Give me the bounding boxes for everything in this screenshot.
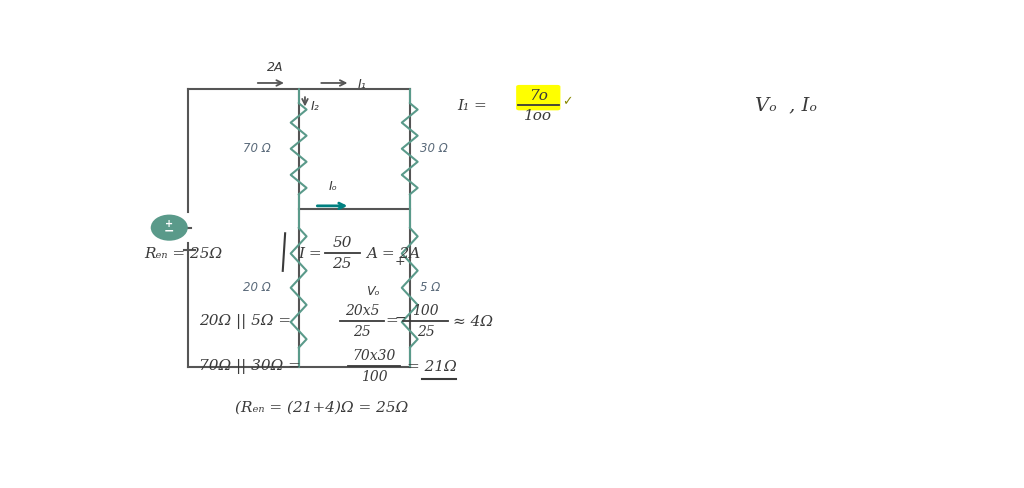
Text: 25: 25 [353,325,371,339]
Text: I₁ =: I₁ = [458,99,487,113]
Ellipse shape [152,216,186,240]
Text: I₁: I₁ [358,79,367,91]
Text: 20x5: 20x5 [345,304,379,318]
Text: 20 Ω: 20 Ω [243,281,270,294]
Text: 30 Ω: 30 Ω [420,142,447,155]
Text: 5 Ω: 5 Ω [420,281,440,294]
Text: +: + [395,255,406,268]
Text: 1oo: 1oo [524,109,552,123]
Text: Iₒ: Iₒ [329,180,337,193]
Text: +: + [165,219,173,229]
Text: I =: I = [299,247,323,261]
Text: 100: 100 [413,304,439,318]
Text: I₂: I₂ [310,100,319,113]
Text: ✓: ✓ [562,95,572,108]
Text: Vₒ  , Iₒ: Vₒ , Iₒ [755,97,817,115]
Text: A = 2A: A = 2A [367,247,420,261]
Text: 50: 50 [333,236,352,250]
Text: 70x30: 70x30 [352,349,395,363]
Text: 25: 25 [417,325,434,339]
Text: = 21Ω: = 21Ω [408,360,457,374]
Text: 7o: 7o [528,89,548,103]
Text: 70 Ω: 70 Ω [243,142,270,155]
Text: 100: 100 [360,370,387,384]
Text: Vₒ: Vₒ [366,285,380,298]
Text: −: − [164,225,174,238]
Text: 50 V: 50 V [155,219,183,232]
Text: Rₑₙ = 25Ω: Rₑₙ = 25Ω [143,247,222,261]
FancyBboxPatch shape [517,85,560,110]
Text: 20Ω || 5Ω =: 20Ω || 5Ω = [200,314,292,329]
Text: =: = [385,315,398,328]
Text: ≈ 4Ω: ≈ 4Ω [454,315,494,328]
Text: 25: 25 [333,258,352,271]
Text: −: − [394,311,407,325]
Text: (Rₑₙ = (21+4)Ω = 25Ω: (Rₑₙ = (21+4)Ω = 25Ω [236,401,409,415]
Text: 70Ω || 30Ω =: 70Ω || 30Ω = [200,359,301,374]
Text: 2A: 2A [266,61,283,74]
